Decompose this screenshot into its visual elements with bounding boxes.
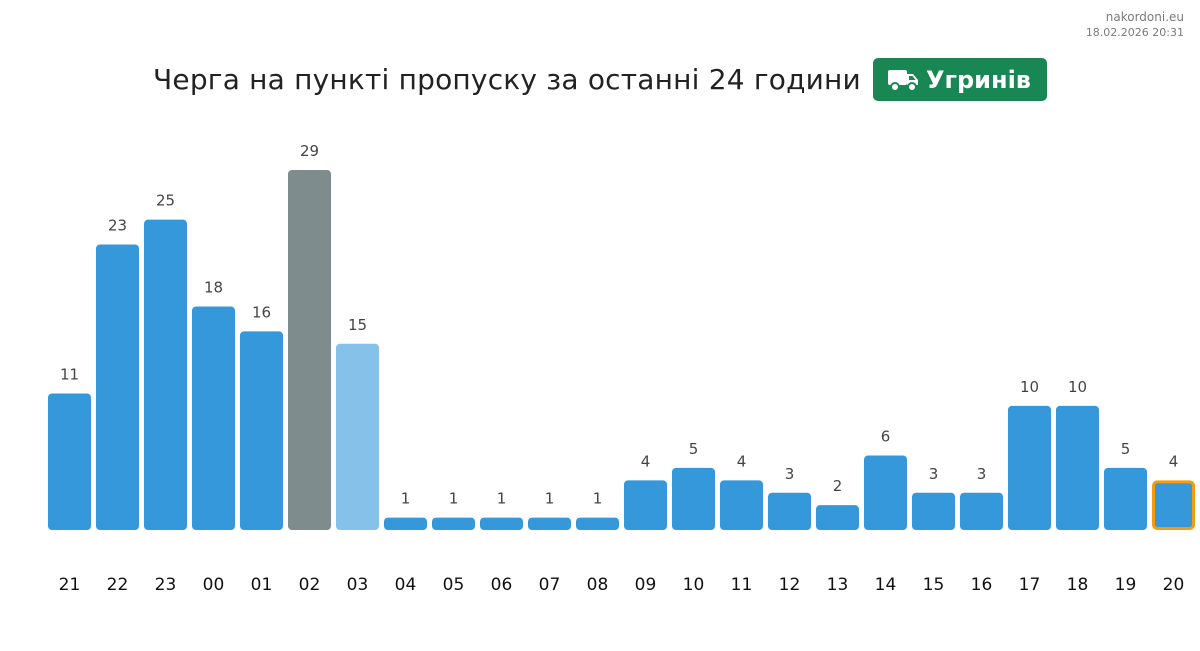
- value-label-17: 10: [1020, 378, 1039, 396]
- value-label-11: 4: [737, 452, 747, 470]
- bar-09: [624, 480, 667, 530]
- tick-label-19: 19: [1115, 575, 1137, 595]
- bar-02: [288, 170, 331, 530]
- value-label-18: 10: [1068, 378, 1087, 396]
- value-label-02: 29: [300, 142, 319, 160]
- badge-label: Угринів: [925, 65, 1031, 94]
- tick-label-18: 18: [1067, 575, 1089, 595]
- tick-label-22: 22: [107, 575, 129, 595]
- bar-04: [384, 517, 427, 530]
- value-label-07: 1: [545, 490, 555, 508]
- bar-06: [480, 517, 523, 530]
- tick-label-12: 12: [779, 575, 801, 595]
- tick-label-01: 01: [251, 575, 273, 595]
- tick-label-17: 17: [1019, 575, 1041, 595]
- bar-11: [720, 480, 763, 530]
- tick-label-00: 00: [203, 575, 225, 595]
- bar-19: [1104, 467, 1147, 530]
- tick-label-23: 23: [155, 575, 177, 595]
- bar-13: [816, 505, 859, 530]
- bar-14: [864, 455, 907, 530]
- bar-16: [960, 492, 1003, 530]
- tick-label-03: 03: [347, 575, 369, 595]
- chart-header: Черга на пункті пропуску за останні 24 г…: [0, 58, 1200, 101]
- value-label-21: 11: [60, 365, 79, 383]
- source-site: nakordoni.eu: [1105, 10, 1184, 24]
- tick-label-05: 05: [443, 575, 465, 595]
- source-timestamp: 18.02.2026 20:31: [1085, 26, 1184, 39]
- bar-01: [240, 331, 283, 530]
- bar-15: [912, 492, 955, 530]
- source-block: nakordoni.eu 18.02.2026 20:31: [1086, 9, 1184, 40]
- value-label-08: 1: [593, 490, 603, 508]
- value-label-01: 16: [252, 303, 271, 321]
- value-label-12: 3: [785, 465, 795, 483]
- tick-label-07: 07: [539, 575, 561, 595]
- bar-18: [1056, 405, 1099, 530]
- tick-label-14: 14: [875, 575, 897, 595]
- bar-07: [528, 517, 571, 530]
- chart-title: Черга на пункті пропуску за останні 24 г…: [153, 63, 861, 96]
- tick-label-16: 16: [971, 575, 993, 595]
- value-label-22: 23: [108, 216, 127, 234]
- tick-label-02: 02: [299, 575, 321, 595]
- value-label-15: 3: [929, 465, 939, 483]
- tick-label-09: 09: [635, 575, 657, 595]
- tick-label-06: 06: [491, 575, 513, 595]
- value-label-13: 2: [833, 477, 843, 495]
- value-label-16: 3: [977, 465, 987, 483]
- value-label-23: 25: [156, 192, 175, 210]
- tick-label-21: 21: [59, 575, 81, 595]
- value-label-09: 4: [641, 452, 651, 470]
- bar-05: [432, 517, 475, 530]
- tick-label-13: 13: [827, 575, 849, 595]
- bar-12: [768, 492, 811, 530]
- tick-label-10: 10: [683, 575, 705, 595]
- bar-20: [1152, 480, 1195, 530]
- truck-icon: [887, 68, 919, 92]
- tick-label-08: 08: [587, 575, 609, 595]
- value-label-06: 1: [497, 490, 507, 508]
- checkpoint-badge: Угринів: [872, 58, 1047, 101]
- value-label-20: 4: [1169, 452, 1179, 470]
- bar-17: [1008, 405, 1051, 530]
- value-label-04: 1: [401, 490, 411, 508]
- bar-21: [48, 393, 91, 530]
- value-label-03: 15: [348, 316, 367, 334]
- value-label-05: 1: [449, 490, 459, 508]
- value-label-19: 5: [1121, 440, 1131, 458]
- bar-08: [576, 517, 619, 530]
- bar-10: [672, 467, 715, 530]
- tick-label-20: 20: [1163, 575, 1185, 595]
- value-label-14: 6: [881, 428, 891, 446]
- bar-00: [192, 306, 235, 530]
- bar-03: [336, 343, 379, 530]
- tick-label-04: 04: [395, 575, 417, 595]
- tick-label-15: 15: [923, 575, 945, 595]
- value-label-00: 18: [204, 279, 223, 297]
- value-label-10: 5: [689, 440, 699, 458]
- bar-22: [96, 244, 139, 530]
- tick-label-11: 11: [731, 575, 753, 595]
- bar-23: [144, 219, 187, 531]
